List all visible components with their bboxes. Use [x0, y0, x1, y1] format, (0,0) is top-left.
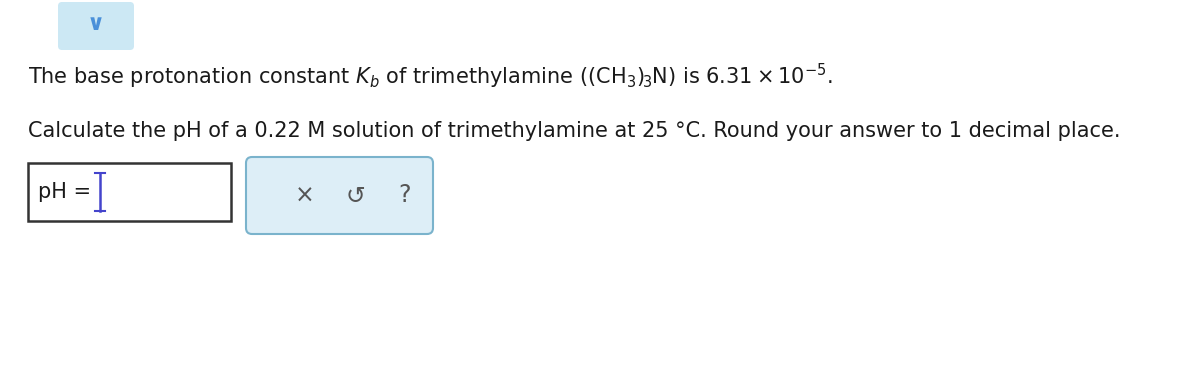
Text: ×: ×: [295, 183, 314, 208]
Text: ?: ?: [398, 183, 412, 208]
Text: Calculate the pH of a 0.22 M solution of trimethylamine at 25 °C. Round your ans: Calculate the pH of a 0.22 M solution of…: [28, 121, 1121, 141]
FancyBboxPatch shape: [58, 2, 134, 50]
Text: pH =: pH =: [38, 182, 97, 202]
Text: ↺: ↺: [346, 183, 365, 208]
FancyBboxPatch shape: [246, 157, 433, 234]
Text: ∨: ∨: [86, 14, 106, 34]
FancyBboxPatch shape: [28, 163, 230, 221]
Text: The base protonation constant $\mathit{K}_{\mathit{b}}$ of trimethylamine $\left: The base protonation constant $\mathit{K…: [28, 61, 833, 91]
